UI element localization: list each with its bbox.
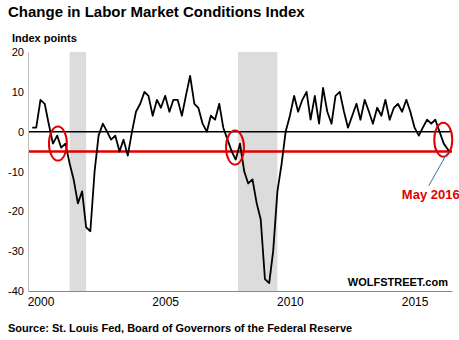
source: Source: St. Louis Fed, Board of Governor… xyxy=(8,322,352,334)
x-tick: 2010 xyxy=(277,291,304,309)
y-axis-label: Index points xyxy=(12,32,77,44)
plot-area xyxy=(28,52,452,291)
y-tick-label: 20 xyxy=(12,46,24,58)
y-tick: 0 xyxy=(18,126,28,138)
y-tick: -10 xyxy=(8,166,28,178)
x-tick: 2000 xyxy=(28,291,55,309)
annotation-arrow xyxy=(429,154,447,186)
y-tick: -40 xyxy=(8,285,28,297)
y-axis: -40 -30 -20 -10 0 10 20 xyxy=(8,46,28,297)
x-axis: 2000 2005 2010 2015 xyxy=(28,291,453,309)
data-line xyxy=(32,76,449,283)
x-tick-label: 2000 xyxy=(28,295,55,309)
x-tick-label: 2015 xyxy=(402,295,429,309)
highlight-ellipse xyxy=(49,127,67,161)
x-axis-line xyxy=(29,291,453,292)
title: Change in Labor Market Conditions Index xyxy=(8,3,305,20)
y-tick: 10 xyxy=(12,86,28,98)
highlight-ellipse xyxy=(226,131,244,165)
y-axis-line xyxy=(28,53,29,292)
y-tick-label: 0 xyxy=(18,126,24,138)
highlight-ellipse xyxy=(434,123,452,157)
x-tick-label: 2010 xyxy=(277,295,304,309)
x-tick: 2005 xyxy=(152,291,179,309)
y-tick-label: -30 xyxy=(8,245,24,257)
x-tick-label: 2005 xyxy=(152,295,179,309)
x-tick: 2015 xyxy=(402,291,429,309)
y-tick: -30 xyxy=(8,245,28,257)
annotation-text: May 2016 xyxy=(402,187,459,202)
y-tick: -20 xyxy=(8,205,28,217)
y-tick-label: 10 xyxy=(12,86,24,98)
y-tick-label: -20 xyxy=(8,205,24,217)
y-tick-label: -10 xyxy=(8,166,24,178)
watermark: WOLFSTREET.com xyxy=(348,276,448,288)
y-tick-label: -40 xyxy=(8,285,24,297)
y-tick: 20 xyxy=(12,46,28,58)
reference-line xyxy=(28,150,452,153)
